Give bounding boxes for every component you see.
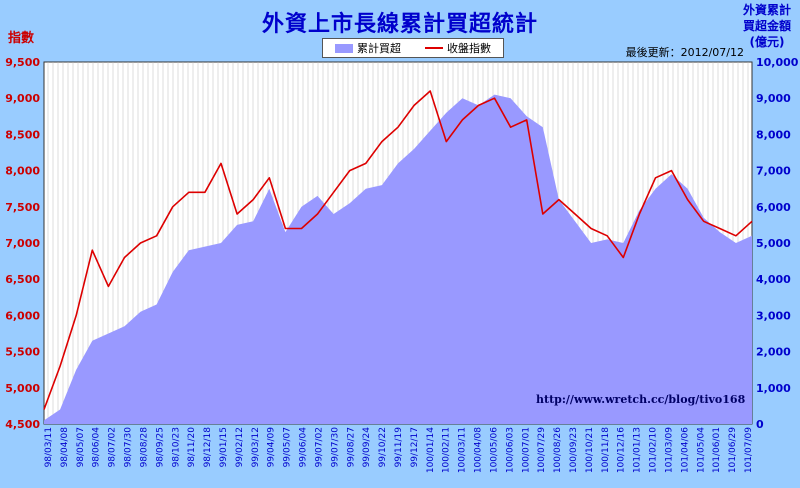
x-tick-label: 99/10/22 (378, 427, 388, 467)
y-right-tick-label: 9,000 (756, 92, 791, 105)
right-axis-unit: 外資累計 買超金額 (億元) (738, 2, 796, 50)
y-right-tick-label: 0 (756, 418, 764, 431)
chart-title: 外資上市長線累計買超統計 (261, 12, 538, 37)
x-tick-label: 100/12/16 (617, 427, 627, 473)
x-tick-label: 100/02/11 (442, 427, 452, 473)
x-tick-label: 99/07/30 (330, 427, 340, 468)
x-tick-label: 100/05/06 (489, 427, 499, 473)
y-left-tick-label: 7,500 (5, 201, 40, 214)
left-axis-unit: 指數 (8, 31, 35, 46)
x-tick-label: 99/03/12 (251, 427, 261, 467)
x-tick-label: 101/03/09 (664, 427, 674, 473)
watermark-url: http://www.wretch.cc/blog/tivo168 (536, 393, 746, 406)
legend-label-cumulative: 累計買超 (357, 42, 401, 55)
x-tick-label: 99/08/27 (346, 427, 356, 467)
x-tick-label: 98/12/18 (203, 427, 213, 468)
x-tick-label: 98/07/02 (108, 427, 118, 467)
y-left-tick-label: 6,500 (5, 273, 40, 286)
y-left-tick-label: 8,000 (5, 165, 40, 178)
x-tick-label: 100/07/01 (521, 427, 531, 473)
y-left-tick-label: 7,000 (5, 237, 40, 250)
x-tick-label: 101/07/09 (744, 427, 754, 473)
x-tick-label: 98/05/07 (76, 427, 86, 467)
x-tick-label: 99/07/02 (314, 427, 324, 467)
y-right-tick-label: 5,000 (756, 237, 791, 250)
y-left-tick-label: 8,500 (5, 128, 40, 141)
x-tick-label: 100/01/14 (426, 427, 436, 473)
series-area-cumulative-buy (44, 94, 752, 424)
x-tick-label: 100/11/18 (601, 427, 611, 473)
x-tick-label: 99/06/04 (299, 427, 309, 468)
y-right-tick-label: 8,000 (756, 128, 791, 141)
x-tick-label: 98/09/25 (155, 427, 165, 467)
x-tick-label: 100/07/29 (537, 427, 547, 473)
y-right-tick-label: 3,000 (756, 309, 791, 322)
x-tick-label: 98/03/11 (44, 427, 54, 467)
x-tick-label: 99/04/09 (267, 427, 277, 468)
x-tick-label: 101/06/29 (728, 427, 738, 473)
x-tick-label: 100/08/26 (553, 427, 563, 473)
right-axis-unit-line-3: (億元) (749, 35, 785, 49)
legend-item-index: 收盤指數 (425, 40, 491, 56)
series-line-close-index (43, 90, 753, 410)
legend-item-cumulative: 累計買超 (335, 40, 401, 56)
x-tick-label: 100/03/11 (458, 427, 468, 473)
x-tick-label: 99/02/12 (235, 427, 245, 467)
x-tick-label: 101/01/13 (633, 427, 643, 473)
right-axis-unit-line-2: 買超金額 (742, 19, 791, 33)
x-tick-label: 99/11/19 (394, 427, 404, 468)
y-left-tick-label: 5,000 (5, 382, 40, 395)
x-tick-label: 99/09/24 (362, 427, 372, 468)
x-tick-label: 98/06/04 (92, 427, 102, 468)
x-tick-label: 99/05/07 (283, 427, 293, 467)
y-left-tick-label: 6,000 (5, 309, 40, 322)
x-tick-label: 98/04/08 (60, 427, 70, 468)
x-tick-label: 100/10/21 (585, 427, 595, 473)
x-tick-label: 101/05/04 (696, 427, 706, 473)
y-right-tick-label: 7,000 (756, 165, 791, 178)
x-tick-label: 101/04/06 (680, 427, 690, 473)
x-tick-label: 101/06/01 (712, 427, 722, 473)
x-tick-label: 98/10/23 (171, 427, 181, 467)
y-left-tick-label: 4,500 (5, 418, 40, 431)
last-updated: 最後更新：2012/07/12 (625, 46, 744, 59)
y-right-tick-label: 6,000 (756, 201, 791, 214)
y-right-tick-label: 4,000 (756, 273, 791, 286)
y-right-tick-label: 2,000 (756, 346, 791, 359)
x-tick-label: 101/02/10 (649, 427, 659, 473)
line-swatch-icon (425, 47, 443, 49)
legend: 累計買超 收盤指數 (322, 38, 504, 58)
area-swatch-icon (335, 43, 353, 53)
x-tick-label: 100/06/03 (505, 427, 515, 473)
x-tick-label: 99/12/17 (410, 427, 420, 467)
x-tick-label: 99/01/15 (219, 427, 229, 467)
right-axis-unit-line-1: 外資累計 (742, 3, 791, 17)
x-tick-label: 100/09/23 (569, 427, 579, 473)
x-tick-label: 98/08/28 (139, 427, 149, 468)
y-left-tick-label: 9,500 (5, 56, 40, 69)
legend-label-index: 收盤指數 (447, 42, 491, 55)
x-tick-label: 98/11/20 (187, 427, 197, 468)
x-tick-label: 98/07/30 (124, 427, 134, 468)
y-left-tick-label: 5,500 (5, 346, 40, 359)
y-right-tick-label: 10,000 (756, 56, 799, 69)
y-right-tick-label: 1,000 (756, 382, 791, 395)
y-left-tick-label: 9,000 (5, 92, 40, 105)
x-tick-label: 100/04/08 (474, 427, 484, 473)
